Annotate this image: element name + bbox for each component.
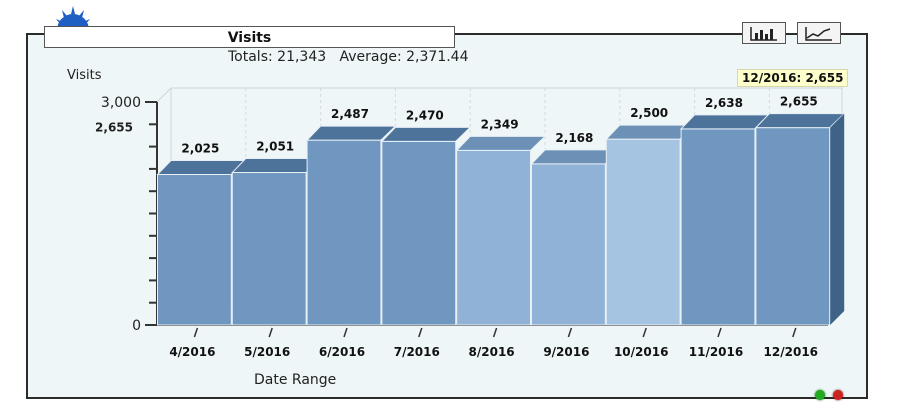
line-chart-icon <box>805 27 832 41</box>
bar-chart-icon <box>750 27 777 41</box>
chart-panel <box>26 33 868 399</box>
status-light-red <box>833 390 843 400</box>
bar-chart-button[interactable] <box>742 22 786 44</box>
totals-line: Totals: 21,343 Average: 2,371.44 <box>228 49 469 65</box>
value-tooltip: 12/2016: 2,655 <box>737 69 849 87</box>
chart-title: Visits <box>44 26 455 48</box>
status-light-green <box>815 390 825 400</box>
line-chart-button[interactable] <box>797 22 841 44</box>
